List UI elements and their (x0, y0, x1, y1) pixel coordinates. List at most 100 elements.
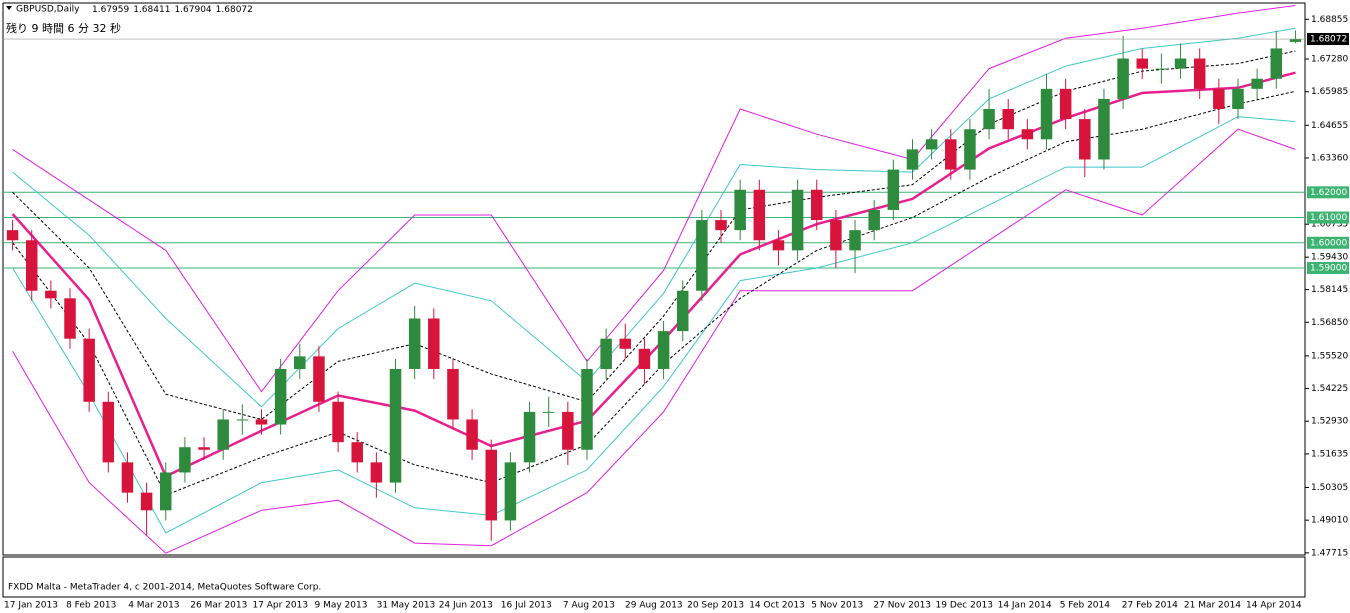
candle-body (830, 220, 842, 251)
y-tick-label: 1.51635 (1311, 449, 1348, 459)
candle-body (447, 368, 459, 420)
candle-body (983, 109, 995, 130)
candle-body (1117, 58, 1129, 99)
y-tick-label: 1.65985 (1311, 87, 1348, 97)
candle-body (294, 356, 306, 369)
x-tick-label: 9 May 2013 (315, 601, 368, 611)
candle-body (1289, 39, 1302, 42)
candle-body (1098, 98, 1110, 160)
y-tick-label: 1.63360 (1311, 153, 1348, 163)
candle-body (64, 298, 76, 339)
x-tick-label: 5 Nov 2013 (811, 601, 863, 611)
level-label: 1.62000 (1310, 188, 1347, 198)
candle-body (1155, 68, 1168, 70)
candle-body (1232, 88, 1244, 110)
candle-body (1079, 119, 1091, 160)
candle-body (466, 419, 478, 450)
y-tick-label: 1.56850 (1311, 318, 1348, 328)
candle-body (849, 230, 861, 251)
candle-body (198, 447, 210, 450)
candle-body (638, 348, 651, 369)
candle-body (542, 411, 555, 413)
y-tick-label: 1.58145 (1311, 285, 1348, 295)
x-tick-label: 20 Sep 2013 (687, 601, 744, 611)
x-tick-label: 27 Nov 2013 (873, 601, 931, 611)
candle-body (1270, 48, 1283, 79)
y-tick-label: 1.64655 (1311, 121, 1348, 131)
candle-body (504, 462, 517, 521)
candle-body (179, 447, 191, 473)
candle-body (1059, 88, 1072, 120)
y-tick-label: 1.54225 (1311, 384, 1348, 394)
y-tick-label: 1.60735 (1311, 220, 1348, 230)
menu-arrow (6, 6, 12, 10)
candle-body (791, 189, 804, 251)
level-label: 1.61000 (1310, 213, 1347, 223)
x-tick-label: 24 Jun 2013 (439, 601, 493, 611)
x-tick-label: 8 Feb 2013 (66, 601, 116, 611)
candle-body (734, 189, 746, 231)
candle-body (370, 462, 383, 483)
symbol-label: GBPUSD,Daily (16, 5, 80, 15)
x-tick-label: 17 Apr 2013 (252, 601, 308, 611)
x-tick-label: 26 Mar 2013 (190, 601, 247, 611)
candle-body (523, 411, 536, 463)
candle-body (676, 290, 689, 332)
band-line (12, 5, 1296, 393)
candle-body (408, 318, 421, 369)
candle-body (274, 368, 287, 425)
candle-body (753, 189, 766, 241)
price-label: 1.68072 (1310, 35, 1347, 45)
level-box (1307, 236, 1349, 249)
candle-body (485, 449, 497, 521)
candle-body (255, 419, 268, 425)
candle-body (906, 149, 919, 170)
y-tick-label: 1.67280 (1311, 55, 1348, 65)
footer: FXDD Malta - MetaTrader 4, c 2001-2014, … (8, 583, 321, 593)
x-tick-label: 17 Jan 2013 (4, 601, 58, 611)
candle-body (1193, 58, 1206, 89)
x-tick-label: 14 Oct 2013 (749, 601, 805, 611)
candle-body (600, 338, 612, 369)
candle-body (1213, 88, 1225, 110)
candle-body (868, 209, 880, 231)
candle-body (657, 331, 670, 369)
candle-body (236, 419, 249, 421)
x-tick-label: 31 May 2013 (377, 601, 436, 611)
countdown: 残り 9 時間 6 分 32 秒 (6, 21, 121, 35)
candle-body (351, 442, 363, 463)
ohlc-value: 1.68072 (216, 5, 253, 15)
candle-body (1040, 88, 1053, 140)
candle-body (389, 368, 402, 483)
y-tick-label: 1.52930 (1311, 417, 1348, 427)
candle-body (1251, 78, 1263, 89)
candle-body (696, 220, 708, 291)
candle-body (964, 129, 976, 170)
x-tick-label: 27 Feb 2014 (1122, 601, 1178, 611)
candle-body (332, 401, 344, 443)
ohlc-readout: 1.67959 1.68411 1.67904 1.68072 (92, 5, 253, 15)
candle-body (887, 169, 900, 210)
band-line (12, 50, 1296, 421)
candle-body (562, 411, 574, 450)
candle-body (715, 220, 727, 231)
candle-body (619, 338, 632, 349)
candle-body (428, 318, 440, 369)
ohlc-value: 1.67904 (174, 5, 211, 15)
sub-window-frame (2, 556, 1306, 598)
band-line (12, 27, 1296, 408)
y-tick-label: 1.55520 (1311, 351, 1348, 361)
y-tick-label: 1.68855 (1311, 15, 1348, 25)
y-tick-label: 1.49010 (1311, 516, 1348, 526)
candle-body (217, 419, 229, 450)
candle-body (1136, 58, 1148, 69)
candle-body (772, 240, 785, 251)
candle-body (45, 290, 57, 299)
candle-body (83, 338, 95, 402)
candle-body (121, 462, 134, 493)
level-label: 1.59000 (1310, 264, 1347, 274)
price-box (1307, 33, 1349, 46)
level-box (1307, 186, 1349, 199)
candle-body (945, 139, 957, 170)
